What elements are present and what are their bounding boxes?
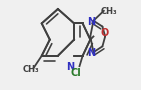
Text: Cl: Cl xyxy=(71,68,82,78)
Text: CH₃: CH₃ xyxy=(101,7,117,16)
Text: N: N xyxy=(87,17,95,27)
Text: CH₃: CH₃ xyxy=(23,65,39,74)
Text: N: N xyxy=(66,62,74,72)
Text: N: N xyxy=(87,48,95,58)
Text: O: O xyxy=(100,28,108,38)
